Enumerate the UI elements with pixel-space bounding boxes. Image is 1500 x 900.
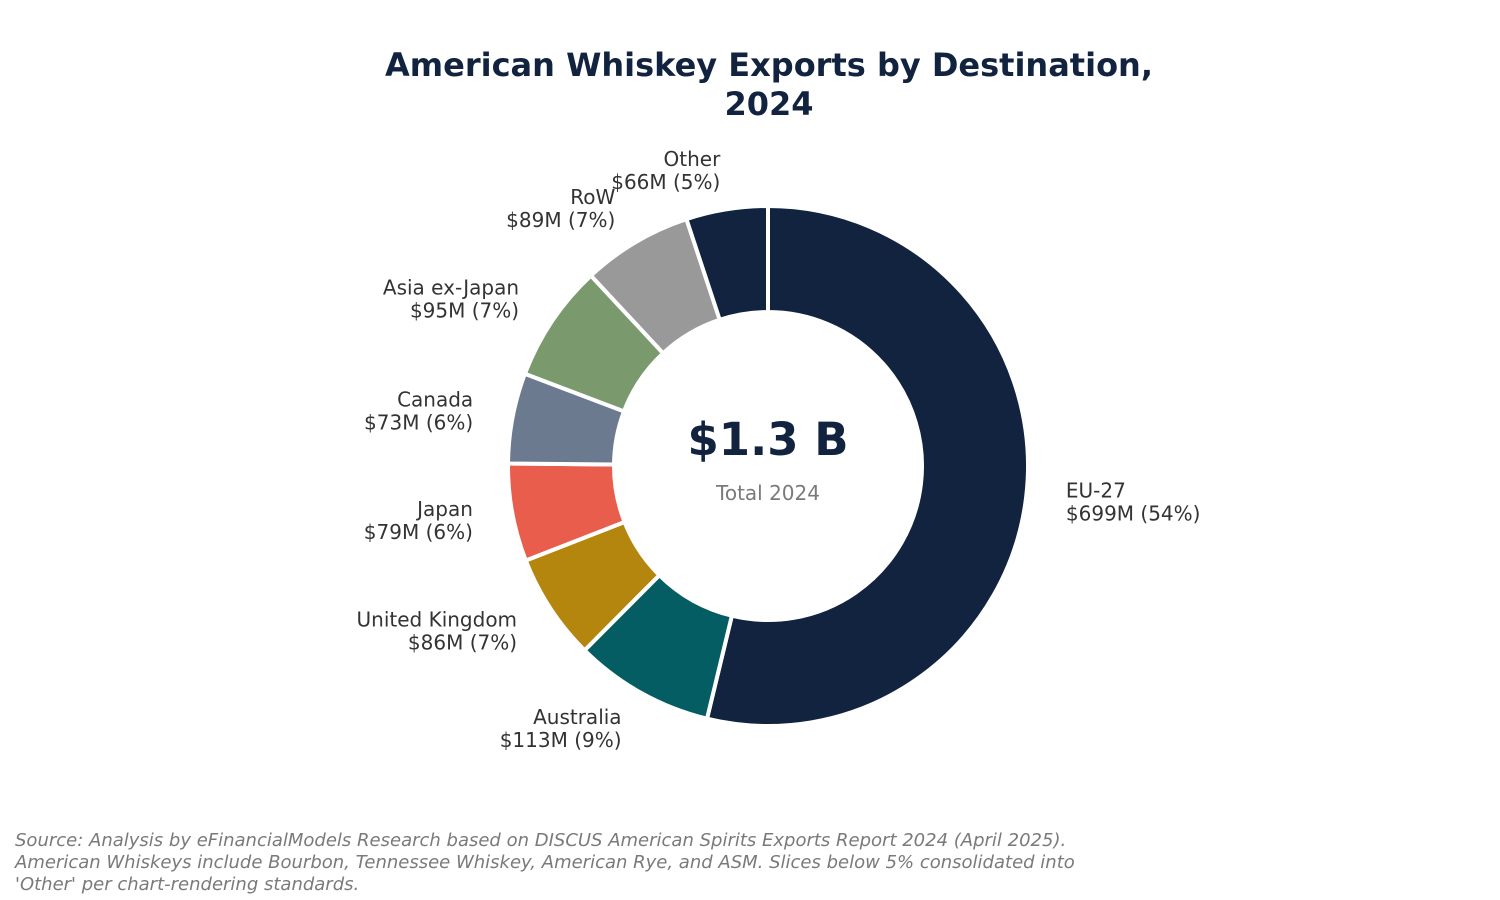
center-total-label: Total 2024 xyxy=(715,481,820,505)
chart-title-line-2: 2024 xyxy=(724,85,814,123)
slice-label-value: $73M (6%) xyxy=(364,410,473,434)
slice-label-name: United Kingdom xyxy=(357,607,518,631)
slice-label-name: RoW xyxy=(570,185,615,209)
slice-eu-27 xyxy=(704,204,1030,728)
source-note: Source: Analysis by eFinancialModels Res… xyxy=(15,830,1075,895)
slice-label-row: RoW $89M (7%) xyxy=(506,185,615,232)
slice-label-name: Asia ex-Japan xyxy=(383,276,519,300)
slices-group xyxy=(506,204,1030,728)
slice-label-japan: Japan $79M (6%) xyxy=(364,497,473,544)
slice-label-united-kingdom: United Kingdom $86M (7%) xyxy=(357,607,518,654)
slice-label-value: $699M (54%) xyxy=(1066,501,1201,525)
slice-label-other: Other $66M (5%) xyxy=(611,147,721,194)
slice-label-value: $113M (9%) xyxy=(500,728,622,752)
slice-label-name: Other xyxy=(664,147,722,171)
slice-label-name: Canada xyxy=(397,387,473,411)
slice-label-value: $89M (7%) xyxy=(506,208,615,232)
slice-label-australia: Australia $113M (9%) xyxy=(500,705,622,752)
slice-label-value: $95M (7%) xyxy=(410,299,519,323)
slice-label-canada: Canada $73M (6%) xyxy=(364,387,473,434)
center-total-value: $1.3 B xyxy=(688,413,849,466)
chart-title: American Whiskey Exports by Destination,… xyxy=(269,46,1269,124)
slice-label-eu-27: EU-27 $699M (54%) xyxy=(1066,478,1201,525)
slice-label-value: $66M (5%) xyxy=(611,170,720,194)
slice-label-asia-ex-japan: Asia ex-Japan $95M (7%) xyxy=(383,276,519,323)
slice-label-name: Australia xyxy=(533,705,621,729)
slice-label-value: $86M (7%) xyxy=(408,630,517,654)
slice-other xyxy=(684,204,770,322)
slice-label-name: EU-27 xyxy=(1066,478,1126,502)
slice-labels-group: EU-27 $699M (54%) Australia $113M (9%) Unite… xyxy=(357,147,1201,752)
chart-title-line-1: American Whiskey Exports by Destination, xyxy=(385,46,1153,84)
slice-label-value: $79M (6%) xyxy=(364,520,473,544)
slice-label-name: Japan xyxy=(415,497,473,521)
